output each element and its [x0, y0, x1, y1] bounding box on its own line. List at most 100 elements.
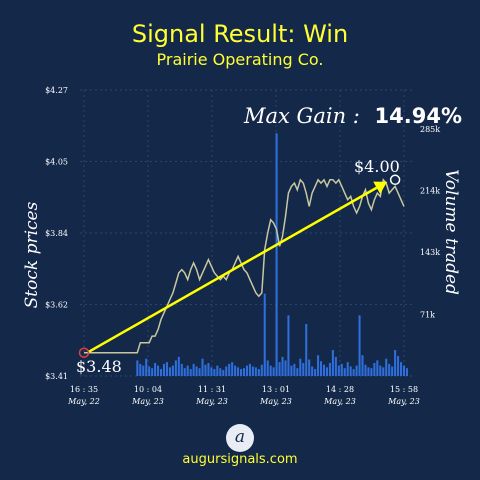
- entry-price-label: $3.48: [76, 357, 122, 376]
- volume-bar: [358, 315, 361, 376]
- x-tick-date: May, 23: [131, 397, 164, 406]
- volume-bar: [228, 363, 231, 376]
- max-gain-label: Max Gain :: [244, 104, 360, 128]
- volume-bar: [225, 366, 228, 376]
- volume-bar: [242, 368, 246, 376]
- volume-bar: [349, 366, 352, 376]
- max-gain-readout: Max Gain : 14.94%: [244, 104, 462, 128]
- price-tick-label: $3.62: [45, 301, 68, 310]
- volume-bar: [263, 293, 266, 376]
- volume-bar: [405, 368, 408, 376]
- volume-bar: [240, 369, 243, 376]
- volume-bar: [237, 367, 240, 376]
- volume-bar: [299, 358, 302, 376]
- exit-price-label: $4.00: [354, 157, 400, 176]
- volume-bar: [346, 362, 349, 376]
- volume-bar: [148, 366, 151, 376]
- signal-arrow-line: [88, 186, 378, 353]
- volume-bar: [379, 365, 382, 376]
- volume-bar: [400, 362, 403, 376]
- volume-bar: [139, 363, 142, 376]
- volume-bar: [248, 363, 251, 376]
- volume-bar: [314, 369, 317, 376]
- volume-bar: [284, 360, 287, 376]
- volume-bar: [192, 363, 195, 376]
- volume-bar: [340, 363, 343, 376]
- volume-bar: [376, 360, 379, 376]
- volume-bar: [160, 369, 163, 376]
- price-tick-label: $3.41: [45, 372, 68, 381]
- volume-bar: [254, 367, 257, 376]
- volume-bar: [352, 369, 355, 376]
- x-tick-date: May, 23: [323, 397, 356, 406]
- x-tick-date: May, 23: [259, 397, 292, 406]
- volume-bar: [186, 365, 189, 376]
- volume-bar: [367, 367, 370, 376]
- volume-bar: [210, 367, 213, 376]
- volume-bar: [154, 363, 157, 376]
- entry-marker: [78, 347, 90, 358]
- volume-bar: [311, 366, 314, 376]
- volume-bar: [402, 365, 406, 376]
- price-tick-label: $3.84: [45, 229, 68, 238]
- volume-bar: [370, 368, 373, 376]
- x-tick-time: 11 : 31: [198, 385, 226, 394]
- volume-bar: [136, 360, 139, 376]
- volume-bar: [222, 369, 225, 376]
- volume-bar: [151, 368, 154, 376]
- volume-bar: [216, 365, 219, 376]
- company-name: Prairie Operating Co.: [156, 50, 324, 69]
- volume-bar: [278, 362, 281, 376]
- volume-bar: [234, 365, 237, 376]
- volume-bar: [385, 358, 388, 376]
- volume-bar: [231, 362, 234, 376]
- volume-bar: [334, 356, 337, 376]
- x-tick-time: 16 : 35: [70, 385, 98, 394]
- volume-bar: [343, 368, 346, 376]
- exit-marker: [389, 174, 401, 186]
- x-tick-time: 14 : 28: [326, 385, 354, 394]
- volume-bar: [373, 363, 376, 376]
- volume-bar: [382, 367, 385, 376]
- volume-bar: [305, 324, 308, 376]
- volume-bar: [251, 366, 254, 376]
- x-tick-date: May, 23: [195, 397, 228, 406]
- x-tick-time: 10 : 04: [134, 385, 162, 394]
- volume-bar: [281, 356, 284, 376]
- volume-bar: [177, 356, 180, 376]
- volume-bar: [219, 368, 222, 376]
- volume-bar: [325, 367, 328, 376]
- volume-bar: [245, 365, 248, 376]
- volume-bar: [317, 355, 320, 376]
- volume-bar: [213, 369, 216, 376]
- volume-bar: [296, 368, 299, 376]
- volume-bar: [394, 350, 397, 376]
- volume-tick-label: 285k: [420, 125, 440, 134]
- axis-labels: $4.27 $4.05 $3.84 $3.62 $3.41 285k 214k 143k 71k…: [45, 86, 440, 406]
- volume-bar: [388, 363, 391, 376]
- volume-bar: [142, 365, 145, 376]
- price-series: [84, 178, 405, 354]
- volume-bar: [207, 363, 210, 376]
- volume-bar: [302, 363, 305, 376]
- volume-bar: [290, 365, 293, 376]
- volume-bar: [331, 350, 334, 376]
- volume-bar: [189, 369, 192, 376]
- volume-tick-label: 214k: [420, 187, 440, 196]
- grid-lines: [80, 89, 412, 377]
- volume-bar: [361, 355, 364, 376]
- volume-bar: [322, 364, 326, 376]
- volume-bar: [287, 315, 290, 376]
- volume-bar: [145, 358, 148, 376]
- volume-bar: [364, 364, 367, 376]
- volume-bar: [171, 365, 174, 376]
- volume-bar: [180, 363, 183, 376]
- volume-bar: [391, 366, 394, 376]
- signal-overlay: $3.48 $4.00: [76, 157, 401, 376]
- price-tick-label: $4.27: [45, 86, 68, 95]
- site-url[interactable]: augursignals.com: [182, 452, 298, 467]
- volume-bars: [136, 133, 408, 376]
- volume-bar: [204, 364, 207, 376]
- volume-bar: [162, 363, 166, 376]
